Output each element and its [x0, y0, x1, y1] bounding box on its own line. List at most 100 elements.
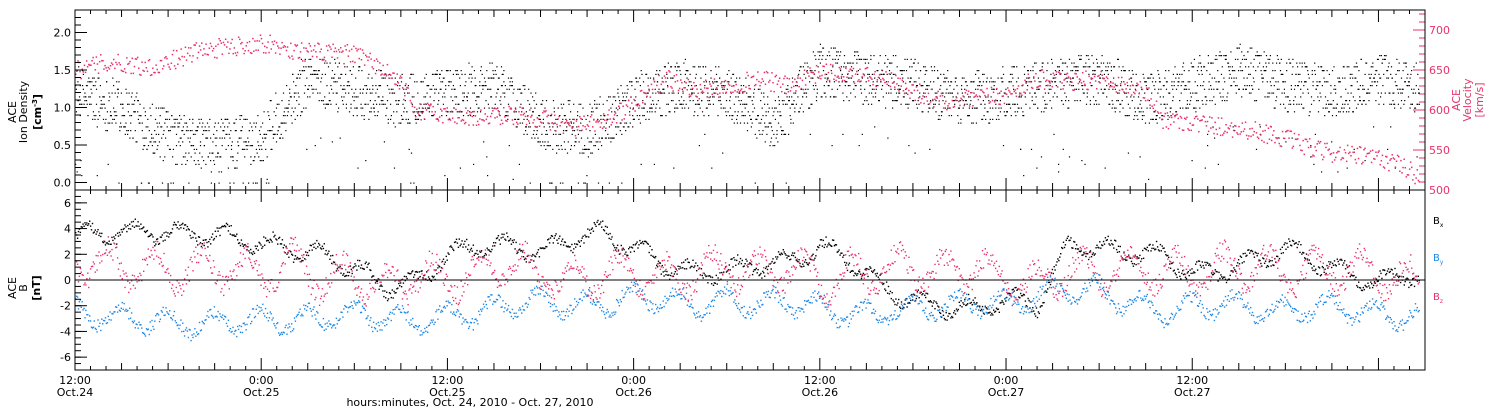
- velocity-point: [1160, 112, 1162, 114]
- density-point: [629, 107, 631, 109]
- velocity-point: [1249, 128, 1251, 130]
- velocity-point: [885, 71, 887, 73]
- density-point: [923, 81, 925, 83]
- density-point: [1248, 92, 1251, 94]
- density-point: [1099, 77, 1101, 79]
- density-point: [777, 141, 779, 143]
- density-point: [559, 115, 561, 117]
- density-point: [1055, 73, 1057, 75]
- density-point: [360, 107, 362, 109]
- density-point: [450, 81, 452, 83]
- density-point: [881, 85, 884, 87]
- density-point: [1203, 66, 1206, 68]
- density-point: [973, 92, 975, 94]
- density-point: [201, 156, 203, 158]
- density-point: [573, 122, 575, 124]
- density-point: [541, 133, 543, 135]
- velocity-point: [366, 56, 368, 58]
- density-point: [118, 182, 120, 184]
- density-point: [1035, 62, 1037, 64]
- velocity-point: [251, 52, 253, 55]
- density-point: [961, 85, 963, 87]
- density-point: [1138, 111, 1140, 113]
- density-point: [444, 175, 446, 177]
- density-point: [1380, 55, 1382, 57]
- velocity-point: [1201, 119, 1203, 121]
- density-point: [1245, 58, 1247, 60]
- density-point: [588, 148, 590, 150]
- density-point: [747, 111, 749, 113]
- density-point: [1041, 62, 1043, 64]
- velocity-point: [976, 95, 979, 98]
- density-point: [798, 73, 800, 75]
- density-point: [842, 133, 844, 135]
- density-point: [892, 100, 894, 102]
- density-point: [1048, 81, 1050, 83]
- density-point: [1148, 122, 1150, 124]
- density-point: [840, 70, 842, 72]
- velocity-point: [1287, 129, 1289, 132]
- density-point: [1122, 66, 1124, 68]
- density-point: [154, 141, 157, 143]
- density-point: [865, 96, 867, 98]
- density-point: [1194, 92, 1196, 94]
- density-point: [178, 126, 180, 128]
- density-point: [758, 130, 760, 132]
- density-point: [764, 103, 766, 105]
- density-point: [265, 148, 267, 150]
- density-point: [730, 77, 732, 79]
- density-point: [179, 137, 181, 139]
- density-point: [1338, 111, 1340, 113]
- density-point: [1036, 167, 1038, 169]
- density-point: [760, 100, 762, 102]
- density-point: [1178, 81, 1180, 83]
- density-point: [1338, 81, 1341, 83]
- density-point: [226, 133, 228, 135]
- density-point: [1415, 85, 1417, 87]
- density-point: [134, 111, 136, 113]
- density-point: [564, 148, 566, 150]
- density-point: [1071, 85, 1073, 87]
- velocity-point: [1038, 85, 1040, 87]
- density-point: [847, 85, 849, 87]
- density-point: [931, 70, 933, 72]
- density-point: [1289, 100, 1291, 102]
- density-point: [431, 73, 434, 75]
- velocity-point: [1121, 76, 1123, 79]
- density-point: [169, 148, 171, 150]
- density-point: [333, 77, 335, 79]
- density-point: [125, 88, 127, 90]
- density-point: [758, 122, 760, 124]
- velocity-point: [488, 122, 491, 124]
- density-point: [881, 88, 883, 90]
- density-point: [839, 55, 841, 57]
- velocity-point: [302, 60, 304, 62]
- density-point: [134, 111, 136, 113]
- density-point: [1123, 81, 1125, 83]
- density-point: [1396, 85, 1398, 87]
- density-point: [1285, 96, 1287, 98]
- density-point: [1310, 145, 1312, 147]
- velocity-point: [856, 70, 858, 73]
- density-point: [1244, 85, 1246, 87]
- density-point: [860, 58, 863, 60]
- density-point: [597, 148, 600, 150]
- density-point: [767, 96, 769, 98]
- velocity-point: [1146, 87, 1148, 89]
- density-point: [1220, 55, 1223, 57]
- density-point: [681, 107, 683, 109]
- density-point: [546, 133, 548, 135]
- velocity-point: [1062, 88, 1064, 90]
- density-point: [566, 130, 568, 132]
- density-point: [781, 130, 783, 132]
- density-point: [215, 145, 217, 147]
- density-point: [967, 115, 969, 117]
- velocity-point: [1274, 141, 1276, 144]
- velocity-point: [560, 121, 562, 124]
- velocity-point: [395, 83, 397, 86]
- velocity-point: [135, 58, 138, 60]
- density-point: [767, 103, 769, 105]
- density-point: [1349, 73, 1351, 75]
- velocity-point: [1133, 91, 1135, 94]
- density-point: [621, 133, 623, 135]
